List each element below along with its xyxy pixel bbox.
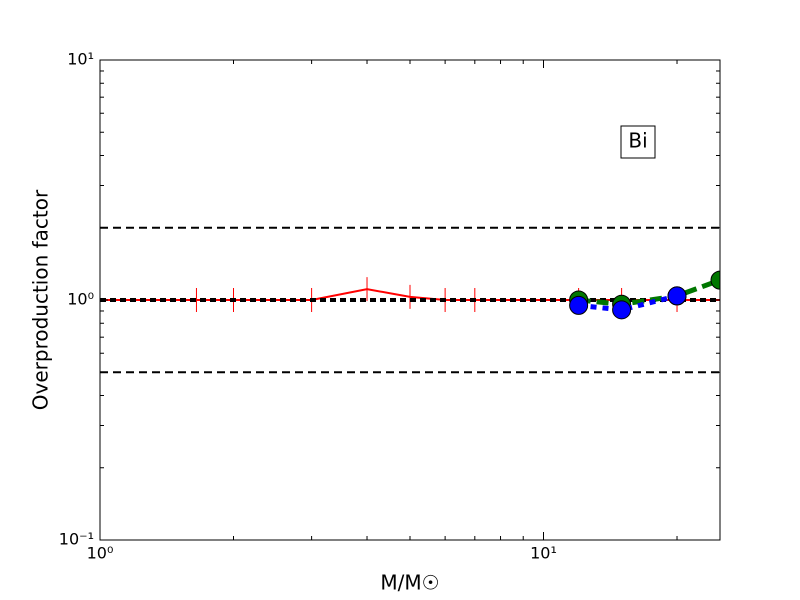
plot-area — [100, 226, 720, 374]
y-tick-label: 10⁻¹ — [59, 530, 94, 549]
y-axis-label: Overproduction factor — [29, 189, 53, 410]
annotation: Bi — [628, 129, 647, 153]
marker — [569, 295, 589, 315]
series-line — [578, 277, 720, 307]
y-tick-label: 10⁰ — [67, 290, 94, 309]
marker — [612, 300, 632, 320]
series-line — [578, 293, 678, 313]
marker — [667, 286, 687, 306]
x-tick-label: 10¹ — [530, 544, 557, 563]
x-tick-label: 10⁰ — [87, 544, 114, 563]
y-tick-label: 10¹ — [67, 50, 94, 69]
marker — [710, 270, 720, 290]
annotation-box — [620, 125, 656, 159]
x-axis-label: M/M☉ — [380, 571, 439, 595]
